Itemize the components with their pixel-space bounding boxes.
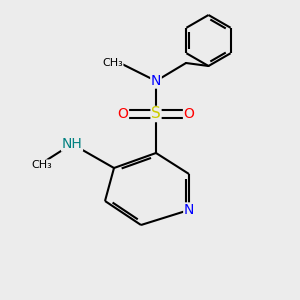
- Text: NH: NH: [61, 137, 82, 151]
- Text: N: N: [151, 74, 161, 88]
- Text: CH₃: CH₃: [32, 160, 52, 170]
- Text: S: S: [151, 106, 161, 122]
- Text: O: O: [184, 107, 194, 121]
- Text: N: N: [184, 203, 194, 217]
- Text: CH₃: CH₃: [102, 58, 123, 68]
- Text: O: O: [118, 107, 128, 121]
